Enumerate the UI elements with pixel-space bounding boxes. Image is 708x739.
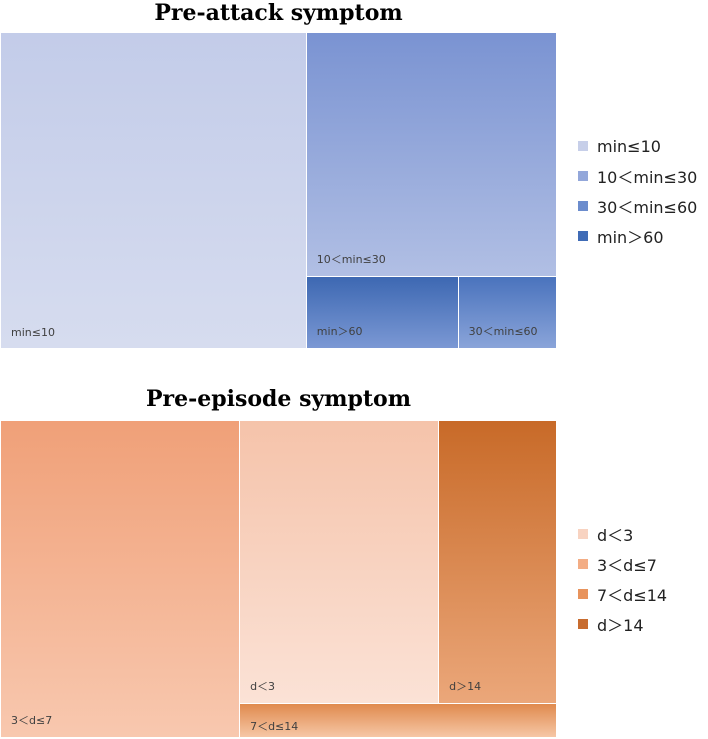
legend-swatch (578, 201, 588, 211)
treemap-rect: 30＜min≤60 (458, 276, 557, 349)
chart-title: Pre-episode symptom (145, 386, 412, 412)
legend-label: min＞60 (597, 228, 664, 247)
legend-label: 30＜min≤60 (597, 198, 698, 217)
legend-item: 30＜min≤60 (578, 191, 697, 221)
legend-item: min＞60 (578, 221, 697, 251)
legend: min≤10 10＜min≤30 30＜min≤60 min＞60 (578, 131, 697, 251)
treemap-rect: 10＜min≤30 (306, 33, 557, 277)
legend-item: 10＜min≤30 (578, 161, 697, 191)
legend-item: 7＜d≤14 (578, 579, 667, 609)
legend-swatch (578, 529, 588, 539)
treemap: min≤10 10＜min≤30 min＞60 30＜min≤60 (1, 33, 557, 349)
legend-item: 3＜d≤7 (578, 549, 667, 579)
chart-title: Pre-attack symptom (154, 0, 403, 26)
treemap-label: 3＜d≤7 (11, 714, 53, 727)
legend-item: d＜3 (578, 519, 667, 549)
legend-label: 7＜d≤14 (597, 586, 668, 605)
legend-swatch (578, 589, 588, 599)
treemap-label: min＞60 (316, 324, 363, 338)
treemap-label: 7＜d≤14 (250, 719, 299, 733)
legend-item: d＞14 (578, 609, 667, 639)
legend-swatch (578, 141, 588, 151)
treemap-label: min≤10 (11, 326, 55, 339)
treemap-label: d＜3 (250, 680, 276, 694)
treemap-rect: min≤10 (1, 33, 307, 349)
legend: d＜3 3＜d≤7 7＜d≤14 d＞14 (578, 519, 667, 639)
legend-label: 3＜d≤7 (597, 556, 657, 575)
treemap-label: d＞14 (449, 680, 482, 694)
treemap-rect: d＞14 (439, 421, 557, 705)
treemap-rect: d＜3 (240, 421, 440, 705)
legend-swatch (578, 619, 588, 629)
legend-label: min≤10 (597, 136, 661, 156)
treemap-label: 10＜min≤30 (316, 252, 386, 266)
treemap-rect: 7＜d≤14 (240, 704, 557, 738)
legend-swatch (578, 171, 588, 181)
legend-swatch (578, 231, 588, 241)
treemap-rect: 3＜d≤7 (1, 421, 241, 738)
legend-label: 10＜min≤30 (597, 168, 698, 187)
legend-label: d＞14 (597, 616, 644, 635)
legend-label: d＜3 (597, 526, 634, 545)
treemap: 3＜d≤7 d＜3 d＞14 7＜d≤14 (1, 421, 557, 738)
legend-swatch (578, 559, 588, 569)
treemap-label: 30＜min≤60 (468, 324, 538, 338)
legend-item: min≤10 (578, 131, 697, 161)
treemap-rect: min＞60 (306, 276, 459, 349)
